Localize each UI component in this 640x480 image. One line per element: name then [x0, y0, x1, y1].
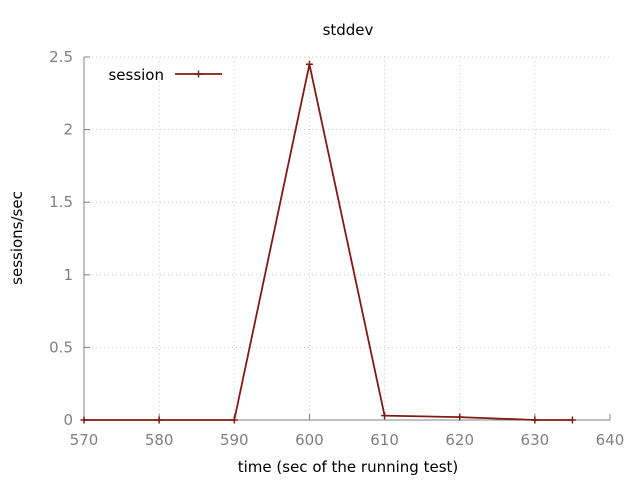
y-axis-label: sessions/sec — [8, 191, 26, 285]
legend: session — [108, 66, 222, 84]
series-line-session — [84, 63, 573, 421]
data-point — [305, 60, 313, 68]
x-tick-label: 620 — [445, 431, 474, 449]
data-point — [531, 416, 539, 424]
y-tick-label: 0 — [63, 411, 73, 429]
x-tick-label: 580 — [145, 431, 174, 449]
x-tick-label: 590 — [220, 431, 249, 449]
x-tick-label: 600 — [295, 431, 324, 449]
ticks: 570 580 590 600 610 620 630 640 0 0.5 1 1.5 2 2.5 — [49, 48, 624, 449]
y-tick-label: 2.5 — [49, 48, 73, 66]
x-tick-label: 630 — [521, 431, 550, 449]
data-point — [230, 416, 238, 424]
x-tick-label: 640 — [596, 431, 625, 449]
y-tick-label: 1.5 — [49, 193, 73, 211]
chart-title: stddev — [323, 21, 374, 39]
x-axis-label: time (sec of the running test) — [238, 458, 459, 476]
data-point — [80, 416, 88, 424]
y-tick-label: 2 — [63, 121, 73, 139]
x-tick-label: 570 — [70, 431, 99, 449]
legend-label: session — [108, 66, 164, 84]
data-point — [568, 416, 576, 424]
y-tick-label: 1 — [63, 266, 73, 284]
data-point — [381, 412, 389, 420]
grid — [84, 56, 610, 420]
legend-marker — [195, 70, 202, 78]
data-point — [456, 413, 464, 421]
y-tick-label: 0.5 — [49, 338, 73, 356]
data-point — [155, 416, 163, 424]
series — [80, 60, 576, 424]
x-tick-label: 610 — [370, 431, 399, 449]
